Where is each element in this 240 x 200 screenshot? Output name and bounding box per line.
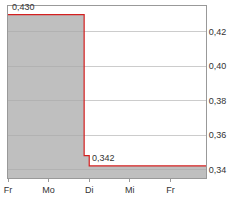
svg-text:0,40: 0,40: [209, 61, 227, 71]
svg-text:0,36: 0,36: [209, 130, 227, 140]
svg-text:0,38: 0,38: [209, 96, 227, 106]
svg-text:Fr: Fr: [166, 185, 175, 195]
svg-text:0,430: 0,430: [12, 2, 35, 12]
svg-text:Mi: Mi: [125, 185, 135, 195]
svg-text:0,42: 0,42: [209, 27, 227, 37]
svg-text:0,34: 0,34: [209, 165, 227, 175]
svg-text:Di: Di: [85, 185, 94, 195]
svg-text:Fr: Fr: [4, 185, 13, 195]
svg-text:Mo: Mo: [42, 185, 55, 195]
svg-text:0,342: 0,342: [92, 153, 115, 163]
